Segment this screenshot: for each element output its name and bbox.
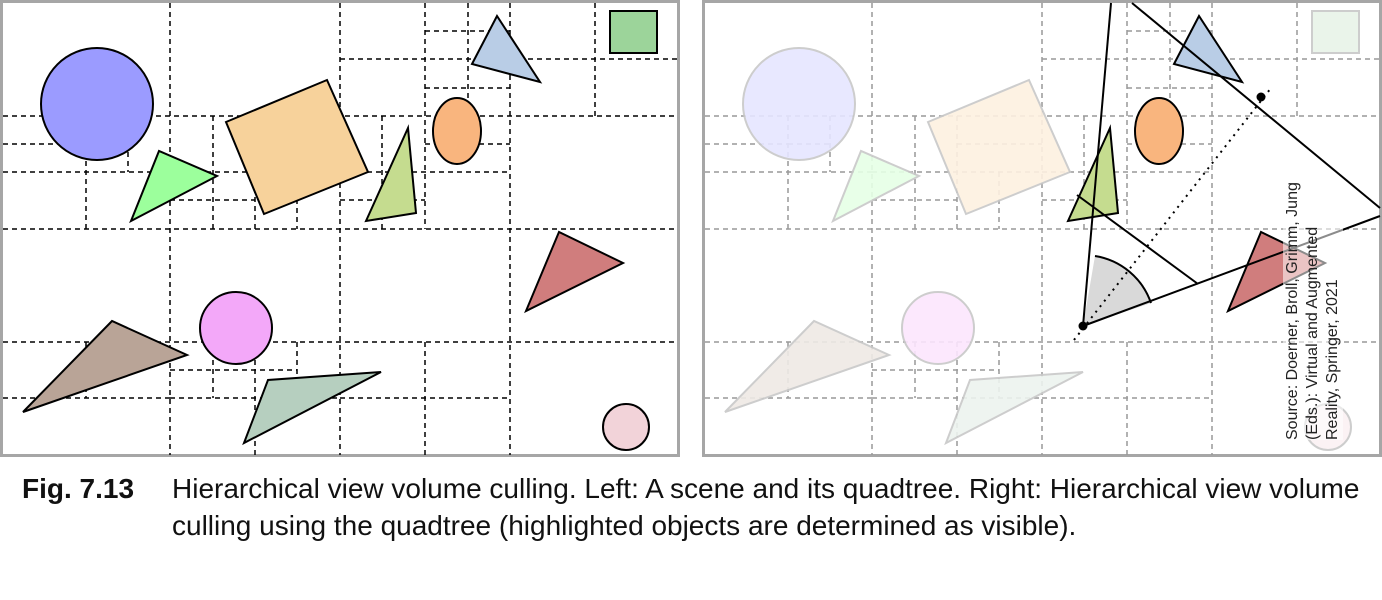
view-angle-arc (1094, 255, 1152, 304)
pink-circle (199, 291, 273, 365)
blue-triangle (470, 14, 543, 84)
orange-square (224, 78, 370, 216)
figure-label: Fig. 7.13 (22, 473, 135, 504)
teal-quad (242, 371, 382, 446)
culled-objects (724, 10, 1360, 451)
scene-quadtree-svg (0, 0, 680, 457)
green-square (609, 10, 658, 54)
brown-triangle (22, 319, 190, 413)
blue-circle (40, 47, 154, 161)
orange-ellipse (1134, 97, 1184, 165)
view-angle-sector (1083, 256, 1151, 326)
teal-quad (944, 371, 1084, 446)
green-triangle (831, 149, 922, 224)
blue-triangle (1172, 14, 1245, 84)
red-triangle (524, 230, 626, 314)
blue-circle (742, 47, 856, 161)
left-panel-scene-quadtree (0, 0, 680, 457)
green-square (1311, 10, 1360, 54)
view-frustum (1073, 2, 1381, 341)
green-triangle (129, 149, 220, 224)
small-pink-circle (602, 403, 650, 451)
camera-point (1078, 321, 1088, 331)
olive-triangle (364, 124, 418, 223)
brown-triangle (724, 319, 892, 413)
frustum-left-edge (1082, 2, 1112, 327)
view-culling-svg (702, 0, 1382, 457)
orange-square (926, 78, 1072, 216)
source-note: Source: Doerner, Broll, Grimm, Jung (Eds… (1283, 180, 1343, 440)
frustum-near-plane (1076, 194, 1199, 285)
view-direction-line (1073, 87, 1272, 341)
frustum-far-plane (1131, 2, 1381, 209)
scene-objects (22, 10, 658, 451)
orange-ellipse (432, 97, 482, 165)
pink-circle (901, 291, 975, 365)
right-panel-view-culling (702, 0, 1382, 457)
figure-caption-text: Hierarchical view volume culling. Left: … (172, 473, 1360, 541)
far-center-point (1256, 92, 1266, 102)
